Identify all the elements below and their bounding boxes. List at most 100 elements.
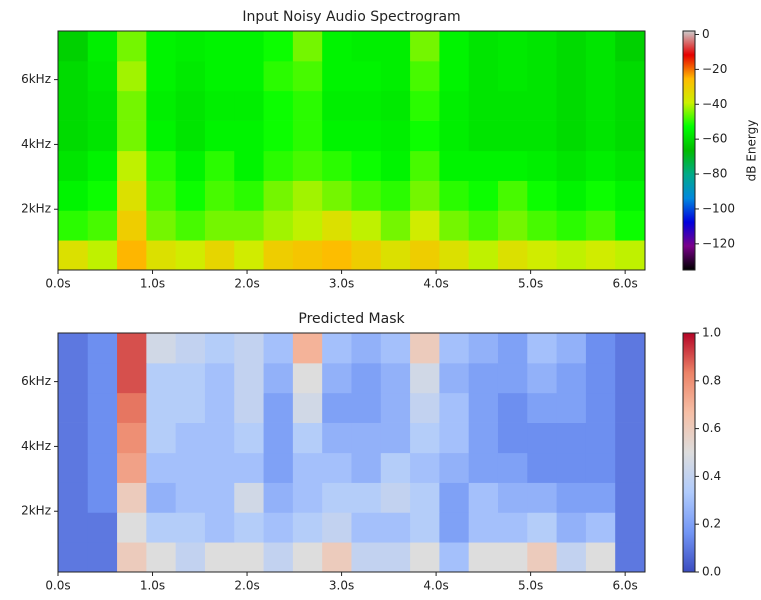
heatmap-cell — [497, 210, 528, 241]
heatmap-cell — [468, 90, 499, 121]
heatmap-cell — [322, 120, 353, 152]
heatmap-cell — [292, 541, 323, 573]
heatmap-cell — [556, 180, 587, 211]
heatmap-cell — [175, 362, 206, 394]
heatmap-cell — [468, 239, 499, 271]
heatmap-cell — [439, 392, 470, 423]
heatmap-cell — [58, 332, 89, 364]
y-tick-label: 4kHz — [21, 137, 51, 151]
heatmap-cell — [204, 30, 235, 62]
heatmap-cell — [204, 239, 235, 271]
heatmap-cell — [117, 90, 147, 121]
heatmap-cell — [263, 150, 294, 181]
x-tick-label: 5.0s — [518, 277, 543, 291]
heatmap-cell — [497, 150, 528, 181]
heatmap-cell — [87, 180, 118, 211]
heatmap-cell — [146, 512, 177, 543]
heatmap-cell — [439, 239, 470, 271]
heatmap-cell — [263, 362, 294, 394]
heatmap-cell — [527, 512, 558, 543]
heatmap-cell — [351, 541, 382, 573]
heatmap-cell — [585, 180, 616, 211]
heatmap-cell — [439, 452, 470, 483]
heatmap-cell — [439, 482, 470, 513]
x-tick-label: 6.0s — [612, 277, 637, 291]
heatmap-cell — [175, 150, 206, 181]
heatmap-cell — [146, 422, 177, 454]
heatmap-cell — [527, 90, 558, 121]
heatmap-cell — [263, 452, 294, 483]
chart-title: Predicted Mask — [298, 311, 405, 327]
heatmap-cell — [468, 422, 499, 454]
heatmap-cell — [585, 392, 616, 423]
heatmap-cell — [117, 512, 147, 543]
heatmap-cell — [175, 392, 206, 423]
heatmap-cell — [175, 422, 206, 454]
heatmap-cell — [234, 332, 265, 364]
heatmap-cell — [351, 150, 382, 181]
heatmap-cell — [468, 362, 499, 394]
heatmap-cell — [322, 362, 353, 394]
heatmap-cell — [556, 512, 587, 543]
heatmap-cell — [58, 150, 89, 181]
heatmap-cell — [204, 362, 235, 394]
heatmap-cell — [204, 452, 235, 483]
heatmap-cell — [263, 210, 294, 241]
heatmap-cell — [410, 180, 440, 211]
heatmap-cell — [527, 210, 558, 241]
heatmap-cell — [497, 332, 528, 364]
heatmap-cell — [322, 150, 353, 181]
heatmap-cell — [585, 239, 616, 271]
heatmap-cell — [351, 30, 382, 62]
heatmap-cell — [615, 452, 646, 483]
heatmap-cell — [87, 90, 118, 121]
heatmap-cell — [292, 392, 323, 423]
heatmap-cell — [527, 150, 558, 181]
heatmap-cell — [146, 120, 177, 152]
heatmap-cell — [204, 332, 235, 364]
heatmap-cell — [527, 120, 558, 152]
heatmap-cell — [351, 512, 382, 543]
heatmap-cell — [439, 512, 470, 543]
heatmap-cell — [175, 60, 206, 92]
heatmap-cell — [468, 60, 499, 92]
heatmap-cell — [87, 332, 118, 364]
heatmap-cell — [410, 482, 440, 513]
colorbar-tick-label: 0.6 — [702, 421, 721, 435]
heatmap-cell — [117, 541, 147, 573]
x-tick-label: 2.0s — [234, 277, 259, 291]
heatmap-cell — [497, 482, 528, 513]
x-tick-label: 1.0s — [140, 277, 165, 291]
plot-frame — [57, 332, 646, 573]
heatmap-cell — [497, 90, 528, 121]
heatmap-cell — [263, 541, 294, 573]
heatmap-cell — [234, 512, 265, 543]
heatmap-cell — [468, 150, 499, 181]
heatmap-cell — [439, 60, 470, 92]
colorbar-tick-label: 1.0 — [702, 326, 721, 340]
heatmap-cell — [322, 60, 353, 92]
heatmap-cell — [351, 362, 382, 394]
heatmap-cell — [234, 482, 265, 513]
heatmap-cell — [585, 332, 616, 364]
heatmap-cell — [146, 30, 177, 62]
heatmap-cell — [556, 60, 587, 92]
heatmap-cell — [204, 422, 235, 454]
heatmap-cell — [87, 210, 118, 241]
heatmap-cell — [556, 90, 587, 121]
colorbar-tick-label: −100 — [702, 201, 735, 215]
heatmap-cell — [146, 60, 177, 92]
heatmap-cell — [234, 392, 265, 423]
heatmap-cell — [263, 60, 294, 92]
heatmap-cell — [117, 150, 147, 181]
colorbar-label: dB Energy — [745, 120, 759, 182]
heatmap-cell — [615, 422, 646, 454]
heatmap-cell — [615, 482, 646, 513]
heatmap-cell — [204, 392, 235, 423]
heatmap-cell — [497, 392, 528, 423]
heatmap-cell — [615, 150, 646, 181]
heatmap-cell — [468, 452, 499, 483]
heatmap-cell — [556, 332, 587, 364]
heatmap-cell — [146, 210, 177, 241]
heatmap-cell — [556, 392, 587, 423]
